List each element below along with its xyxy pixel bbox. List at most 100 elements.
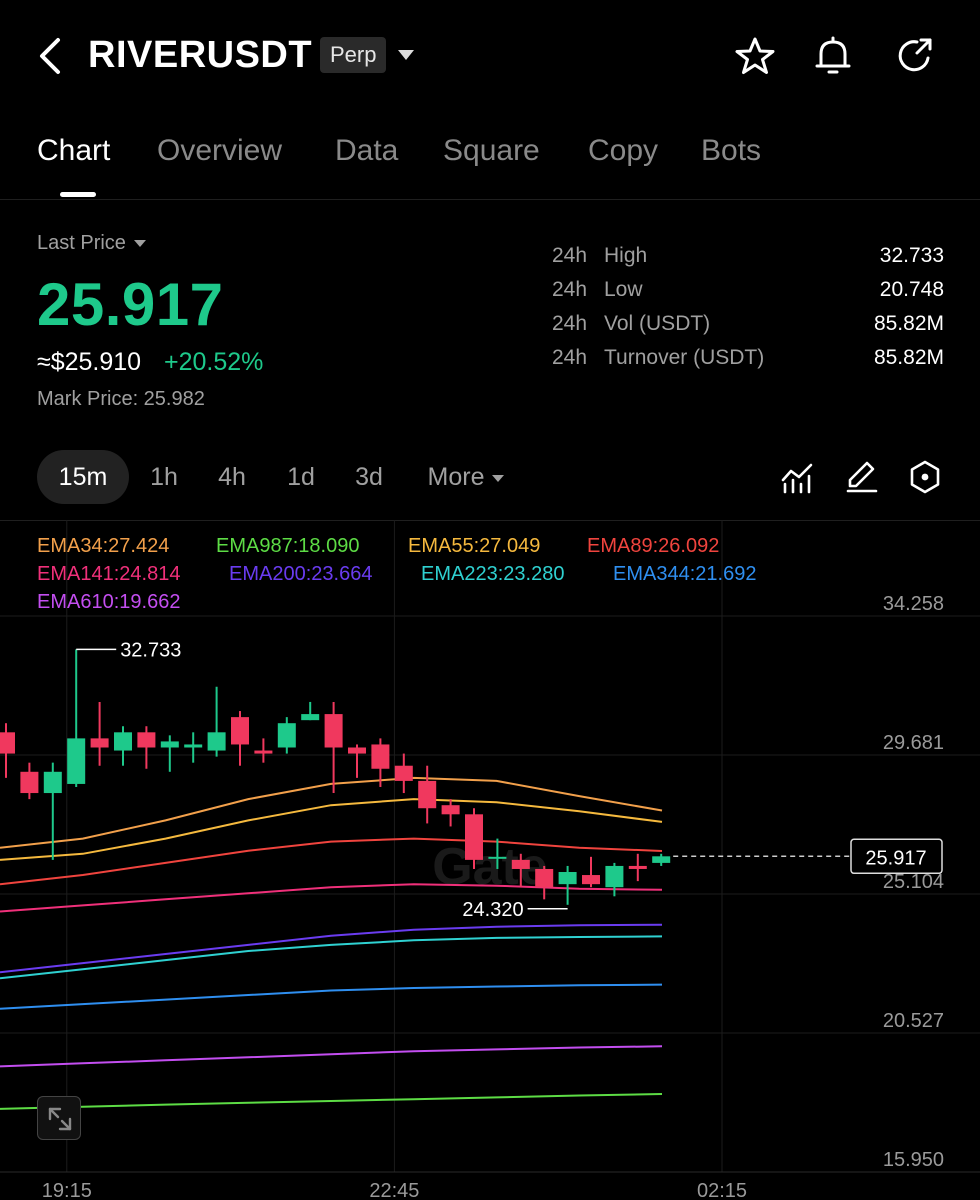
y-tick-label: 25.104: [883, 871, 944, 893]
stat-value: 85.82M: [873, 312, 944, 335]
change-percent: +20.52%: [164, 348, 264, 376]
ema-line-ema89: [0, 837, 663, 886]
stat-label: Vol (USDT): [604, 312, 711, 335]
y-tick-label: 15.950: [883, 1149, 944, 1171]
candle-body: [90, 738, 109, 748]
candle-body: [605, 865, 624, 888]
tab-bots[interactable]: Bots: [701, 134, 762, 167]
share-icon[interactable]: [895, 36, 935, 76]
chevron-down-icon[interactable]: [398, 50, 414, 60]
tab-bar: Chart Overview Data Square Copy Bots: [0, 112, 980, 200]
interval-more[interactable]: More: [414, 450, 518, 504]
candle-body: [67, 738, 86, 784]
candle-body: [511, 859, 530, 869]
interval-more-label: More: [427, 463, 485, 491]
candle-body: [371, 744, 390, 769]
interval-4h[interactable]: 4h: [218, 463, 246, 491]
x-tick-label: 19:15: [42, 1180, 92, 1200]
stat-period: 24h: [552, 278, 588, 301]
candle-body: [488, 856, 507, 859]
candle-body: [20, 771, 39, 794]
back-icon[interactable]: [36, 36, 64, 76]
interval-1d[interactable]: 1d: [287, 463, 315, 491]
stat-label: Low: [604, 278, 643, 301]
candle-body: [184, 744, 203, 748]
candle-body: [160, 741, 179, 748]
x-tick-label: 02:15: [697, 1180, 747, 1200]
candle-body: [301, 714, 320, 721]
candle-body: [137, 732, 156, 748]
candle-body: [231, 717, 249, 745]
y-tick-label: 20.527: [883, 1010, 944, 1032]
expand-icon[interactable]: [37, 1096, 81, 1140]
ema-line-ema55: [0, 798, 663, 861]
ema-line-ema200: [0, 923, 663, 974]
candle-body: [418, 780, 437, 809]
ema-line-ema223: [0, 935, 663, 980]
candle-body: [652, 856, 671, 863]
tab-chart[interactable]: Chart: [37, 134, 111, 167]
tab-square[interactable]: Square: [443, 134, 540, 167]
interval-1h[interactable]: 1h: [150, 463, 178, 491]
candle-body: [465, 814, 483, 860]
chevron-down-icon: [492, 474, 505, 482]
interval-3d[interactable]: 3d: [355, 463, 383, 491]
candle-body: [254, 750, 273, 754]
ema-legend-ema987: EMA987:18.090: [216, 535, 360, 557]
ema-line-ema987: [0, 1093, 663, 1110]
candle-body: [43, 771, 62, 794]
candle-body: [558, 872, 577, 885]
stat-period: 24h: [552, 244, 588, 267]
perp-badge[interactable]: Perp: [320, 37, 387, 73]
expand-arrows-icon: [48, 1107, 72, 1131]
indicator-icon[interactable]: [780, 460, 814, 494]
settings-hex-icon[interactable]: [908, 460, 942, 494]
usd-price: ≈$25.910: [37, 348, 142, 376]
ema-legend-ema55: EMA55:27.049: [408, 535, 541, 557]
symbol-title[interactable]: RIVERUSDT: [88, 34, 313, 76]
stat-label: High: [604, 244, 648, 267]
stat-value: 32.733: [879, 244, 944, 267]
current-price-box: [850, 838, 943, 875]
tab-overview[interactable]: Overview: [157, 134, 283, 167]
last-price-value: 25.917: [37, 271, 224, 338]
candle-body: [582, 875, 600, 885]
stat-24h-turnover: 24h Turnover (USDT) 85.82M: [552, 346, 944, 374]
ema-line-ema141: [0, 883, 663, 913]
ema-legend-ema200: EMA200:23.664: [229, 563, 373, 585]
chart-divider: [0, 520, 980, 521]
tab-copy[interactable]: Copy: [588, 134, 659, 167]
candle-body: [535, 868, 554, 888]
ema-line-ema344: [0, 983, 663, 1010]
star-icon[interactable]: [735, 36, 775, 76]
y-tick-label: 29.681: [883, 732, 944, 754]
ema-legend-ema89: EMA89:26.092: [587, 535, 720, 557]
stat-label: Turnover (USDT): [604, 346, 765, 369]
mark-price: Mark Price: 25.982: [37, 388, 205, 410]
candle-body: [628, 865, 647, 869]
candle-body: [324, 714, 343, 748]
stat-period: 24h: [552, 346, 588, 369]
header-bar: RIVERUSDT Perp: [0, 0, 980, 112]
stat-24h-high: 24h High 32.733: [552, 244, 944, 272]
stat-value: 85.82M: [873, 346, 944, 369]
tab-data[interactable]: Data: [335, 134, 399, 167]
ema-line-ema34: [0, 776, 663, 849]
candle-body: [207, 732, 226, 751]
stat-period: 24h: [552, 312, 588, 335]
y-tick-label: 34.258: [883, 593, 944, 615]
last-price-selector[interactable]: Last Price: [37, 232, 146, 255]
price-chart[interactable]: Gate 25.91734.25829.68125.10420.52715.950…: [0, 520, 980, 1200]
low-annotation-label: 24.320: [462, 899, 523, 921]
candle-body: [114, 732, 132, 751]
interval-15m[interactable]: 15m: [37, 450, 129, 504]
ema-legend-ema223: EMA223:23.280: [421, 563, 565, 585]
ema-legend-ema610: EMA610:19.662: [37, 591, 181, 613]
active-tab-indicator: [60, 192, 96, 197]
candle-body: [348, 747, 366, 754]
draw-pen-icon[interactable]: [845, 460, 879, 494]
chevron-down-icon: [133, 240, 146, 248]
ema-legend-ema34: EMA34:27.424: [37, 535, 170, 557]
ema-legend-ema141: EMA141:24.814: [37, 563, 181, 585]
bell-icon[interactable]: [813, 36, 853, 76]
